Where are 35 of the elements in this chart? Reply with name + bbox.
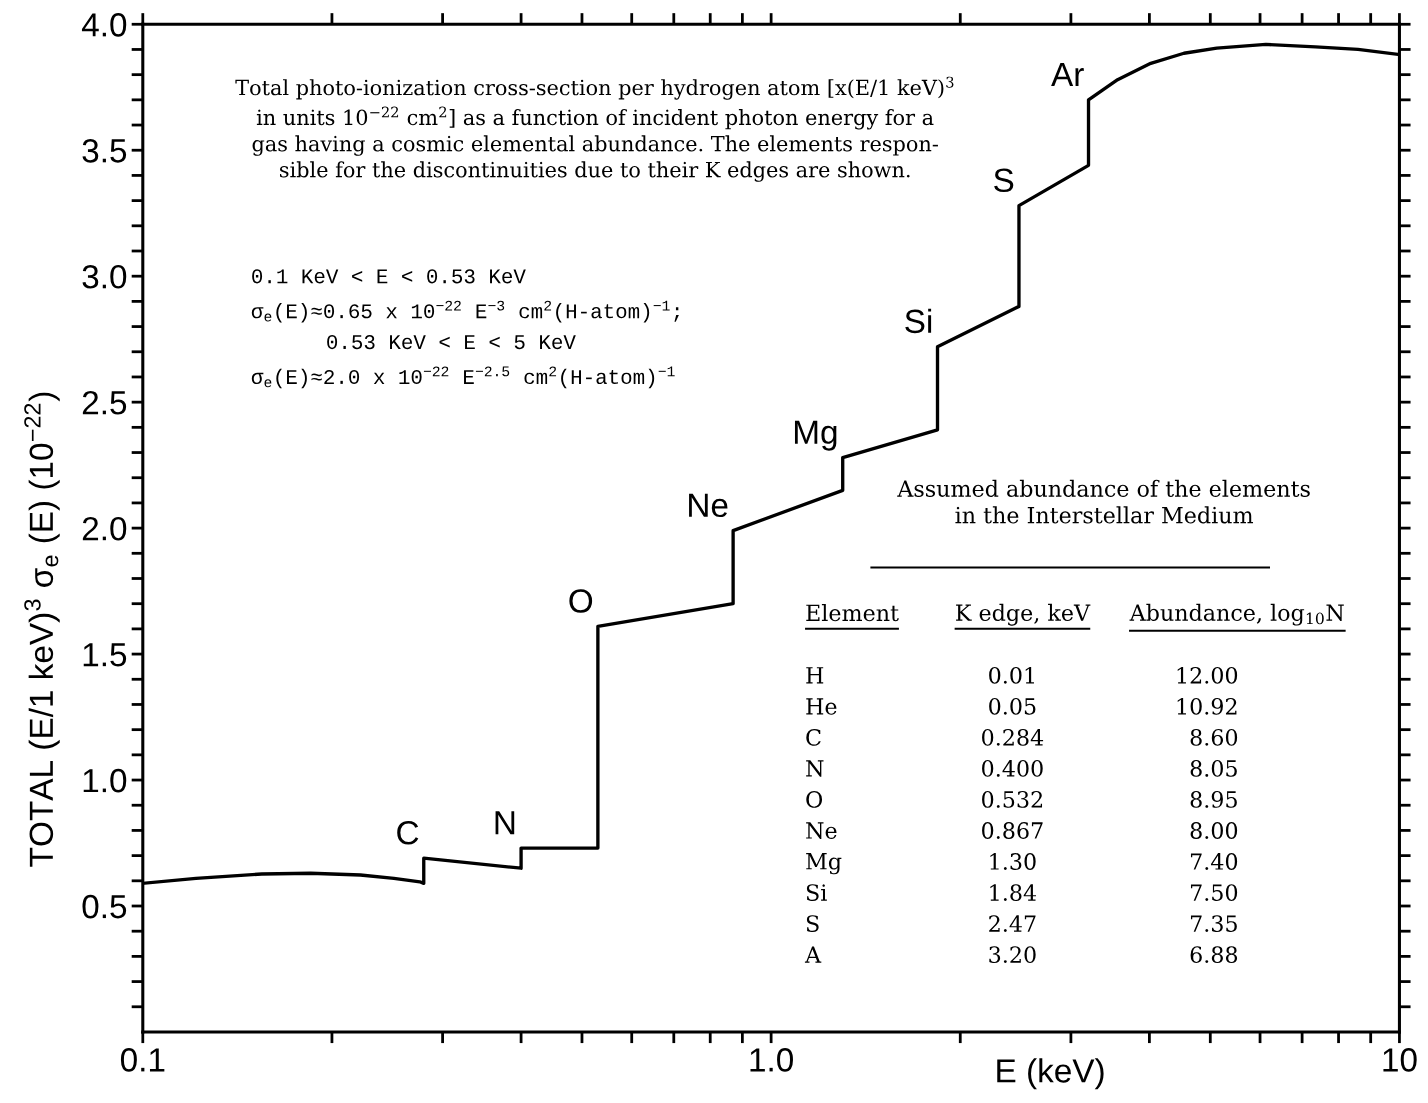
text: Si 1.84 7.50	[806, 884, 1238, 901]
annotation: C	[397, 821, 419, 845]
y-axis-title: TOTAL (E/1 keV)$^{3}$ σ$_{e}$ (E) (10$^{−22}$)	[24, 392, 60, 867]
x-tick-label: 10	[1383, 1048, 1417, 1072]
annotation: Ne	[689, 493, 728, 518]
text: C 0.284 8.60	[806, 728, 1238, 746]
text: Element K edge, keV Abundance, log$_{10}$N	[806, 603, 1344, 626]
text: H 0.01 12.00	[806, 666, 1238, 684]
text: Total photo-ionization cross-section per hydrogen atom [x(E/1 keV)$^{3}$ in units 10$^{−22}$ cm$^{2}$] as a function of incident photon energy for a gas having a cosmic elemental abundance. The elements respon- sible for the discontinuities due to their K edges are shown.	[235, 76, 954, 182]
annotation: Mg	[794, 420, 837, 451]
y-tick-label: 2.0	[82, 516, 127, 541]
x-tick-label: 1.0	[750, 1048, 793, 1072]
text: He 0.05 10.92	[806, 697, 1237, 715]
text: Ne 0.867 8.00	[806, 822, 1238, 839]
y-tick-label: 0.5	[82, 894, 127, 919]
annotation: Ar	[1051, 63, 1084, 86]
y-tick-label: 3.5	[82, 139, 127, 163]
text: A 3.20 6.88	[804, 946, 1238, 964]
annotation: Si	[905, 308, 932, 334]
text: S 2.47 7.35	[806, 915, 1237, 932]
text: N 0.400 8.05	[806, 760, 1237, 777]
x-tick-label: 0.1	[120, 1048, 165, 1072]
text: 0.1 KeV < E < 0.53 KeV σ$_{e}$(E)≈0.65 x 10$^{−22}$ E$^{−3}$ cm$^{2}$(H-atom)$^{−1}$; 0.53 KeV < E < 5 KeV σ$_{e}$(E)≈2.0 x 10$^{−22}$ E$^{−2.5}$ cm$^{2}$(H-atom)$^{−1}$	[251, 269, 679, 389]
annotation: Assumed abundance of the elements in the Interstellar Medium	[897, 479, 1310, 524]
y-tick-label: 3.0	[82, 264, 127, 289]
annotation: O	[569, 589, 593, 613]
y-tick-label: 2.5	[82, 390, 127, 415]
y-tick-label: 4.0	[81, 13, 127, 37]
y-tick-label: 1.5	[83, 643, 127, 667]
annotation: N	[495, 811, 515, 835]
y-tick-label: 1.0	[83, 768, 127, 793]
annotation: S	[994, 168, 1014, 193]
text: Mg 1.30 7.40	[806, 853, 1238, 875]
x-axis-title: E (keV)	[997, 1058, 1104, 1090]
text: O 0.532 8.95	[806, 791, 1237, 808]
